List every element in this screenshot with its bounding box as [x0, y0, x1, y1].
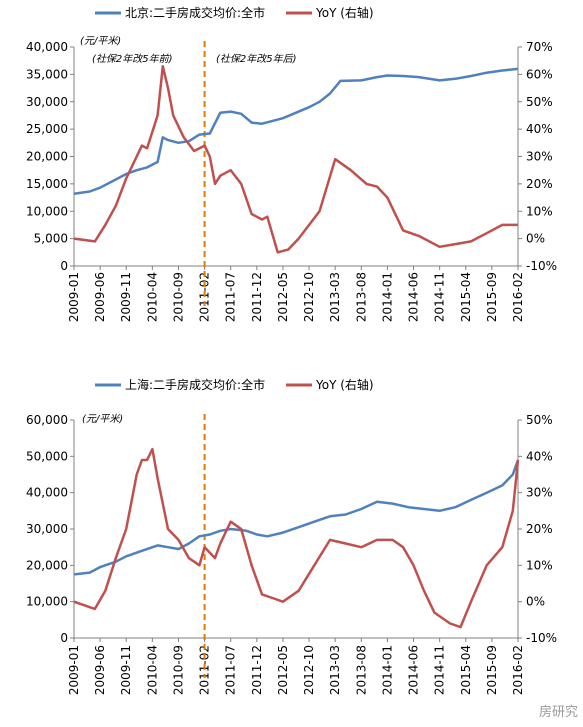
- x-tick-label: 2012-05: [276, 645, 290, 695]
- right-tick-label: 10%: [526, 204, 553, 218]
- x-tick-label: 2012-10: [302, 645, 316, 695]
- right-tick-label: 30%: [526, 150, 553, 164]
- price-series-line: [73, 459, 520, 576]
- right-tick-label: 20%: [526, 177, 553, 191]
- yoy-series-line: [73, 447, 520, 629]
- right-tick-label: 50%: [526, 95, 553, 109]
- right-tick-label: 20%: [526, 522, 553, 536]
- right-tick-label: -10%: [526, 259, 557, 273]
- right-tick-label: 10%: [526, 558, 553, 572]
- left-tick-label: 30,000: [26, 95, 68, 109]
- left-tick-label: 60,000: [26, 413, 68, 427]
- left-tick-label: 30,000: [26, 522, 68, 536]
- left-tick-label: 35,000: [26, 67, 68, 81]
- left-tick-label: 0: [60, 259, 68, 273]
- left-tick-label: 20,000: [26, 150, 68, 164]
- x-tick-label: 2014-11: [433, 272, 447, 322]
- x-tick-label: 2011-02: [198, 645, 212, 695]
- left-tick-label: 50,000: [26, 449, 68, 463]
- right-tick-label: 0%: [526, 595, 545, 609]
- left-tick-label: 10,000: [26, 595, 68, 609]
- x-tick-label: 2009-01: [67, 645, 81, 695]
- yoy-series-line: [73, 64, 518, 254]
- left-tick-label: 25,000: [26, 122, 68, 136]
- x-tick-label: 2015-04: [459, 272, 473, 322]
- x-tick-label: 2010-04: [145, 272, 159, 322]
- legend-price-label: 北京:二手房成交均价:全市: [125, 5, 265, 20]
- right-tick-label: -10%: [526, 631, 557, 645]
- beijing-panel: 0 5,000 10,000 15,000 20,000 25,000 30,000 35,0…: [26, 5, 557, 322]
- legend-yoy-label: YoY (右轴): [315, 377, 374, 392]
- x-tick-label: 2010-09: [171, 272, 185, 322]
- x-tick-label: 2015-09: [485, 272, 499, 322]
- x-tick-label: 2015-09: [485, 645, 499, 695]
- right-tick-label: 40%: [526, 122, 553, 136]
- right-tick-label: 30%: [526, 486, 553, 500]
- x-tick-label: 2013-08: [354, 272, 368, 322]
- x-tick-label: 2016-02: [511, 645, 525, 695]
- left-tick-label: 5,000: [34, 232, 68, 246]
- x-tick-label: 2014-06: [407, 272, 421, 322]
- left-tick-label: 40,000: [26, 486, 68, 500]
- left-tick-label: 15,000: [26, 177, 68, 191]
- right-tick-label: 0%: [526, 232, 545, 246]
- watermark-text: 房研究: [539, 704, 578, 720]
- left-tick-label: 40,000: [26, 40, 68, 54]
- x-tick-label: 2014-01: [380, 272, 394, 322]
- x-tick-label: 2013-08: [354, 645, 368, 695]
- x-tick-label: 2011-07: [224, 272, 238, 322]
- x-tick-label: 2012-10: [302, 272, 316, 322]
- legend: 上海:二手房成交均价:全市 YoY (右轴): [95, 377, 374, 392]
- x-tick-label: 2012-05: [276, 272, 290, 322]
- legend-yoy-label: YoY (右轴): [315, 5, 374, 20]
- left-tick-label: 0: [60, 631, 68, 645]
- x-tick-label: 2009-01: [67, 272, 81, 322]
- x-tick-label: 2011-12: [250, 272, 264, 322]
- policy-annotation: (社保2年改5年前): [92, 53, 173, 65]
- unit-label: (元/平米): [80, 35, 121, 47]
- price-series-line: [73, 67, 519, 195]
- left-tick-label: 20,000: [26, 558, 68, 572]
- x-tick-label: 2009-06: [93, 272, 107, 322]
- x-tick-label: 2013-03: [328, 645, 342, 695]
- x-tick-label: 2015-04: [459, 645, 473, 695]
- policy-annotation: (社保2年改5年后): [216, 53, 297, 65]
- x-tick-label: 2011-12: [250, 645, 264, 695]
- right-tick-label: 50%: [526, 413, 553, 427]
- legend: 北京:二手房成交均价:全市 YoY (右轴): [95, 5, 374, 20]
- left-tick-label: 10,000: [26, 204, 68, 218]
- shanghai-panel: 0 10,000 20,000 30,000 40,000 50,000 60,000 -10…: [26, 377, 557, 695]
- x-tick-label: 2009-11: [119, 272, 133, 322]
- x-tick-label: 2016-02: [511, 272, 525, 322]
- x-tick-label: 2011-02: [198, 272, 212, 322]
- x-tick-label: 2010-04: [145, 645, 159, 695]
- x-tick-label: 2014-01: [380, 645, 394, 695]
- legend-price-label: 上海:二手房成交均价:全市: [125, 377, 265, 392]
- unit-label: (元/平米): [82, 413, 123, 425]
- x-tick-label: 2009-11: [119, 645, 133, 695]
- x-tick-label: 2009-06: [93, 645, 107, 695]
- x-tick-label: 2014-06: [407, 645, 421, 695]
- x-tick-label: 2014-11: [433, 645, 447, 695]
- right-tick-label: 70%: [526, 40, 553, 54]
- x-tick-label: 2011-07: [224, 645, 238, 695]
- right-tick-label: 40%: [526, 449, 553, 463]
- right-tick-label: 60%: [526, 67, 553, 81]
- x-tick-label: 2013-03: [328, 272, 342, 322]
- x-tick-label: 2010-09: [171, 645, 185, 695]
